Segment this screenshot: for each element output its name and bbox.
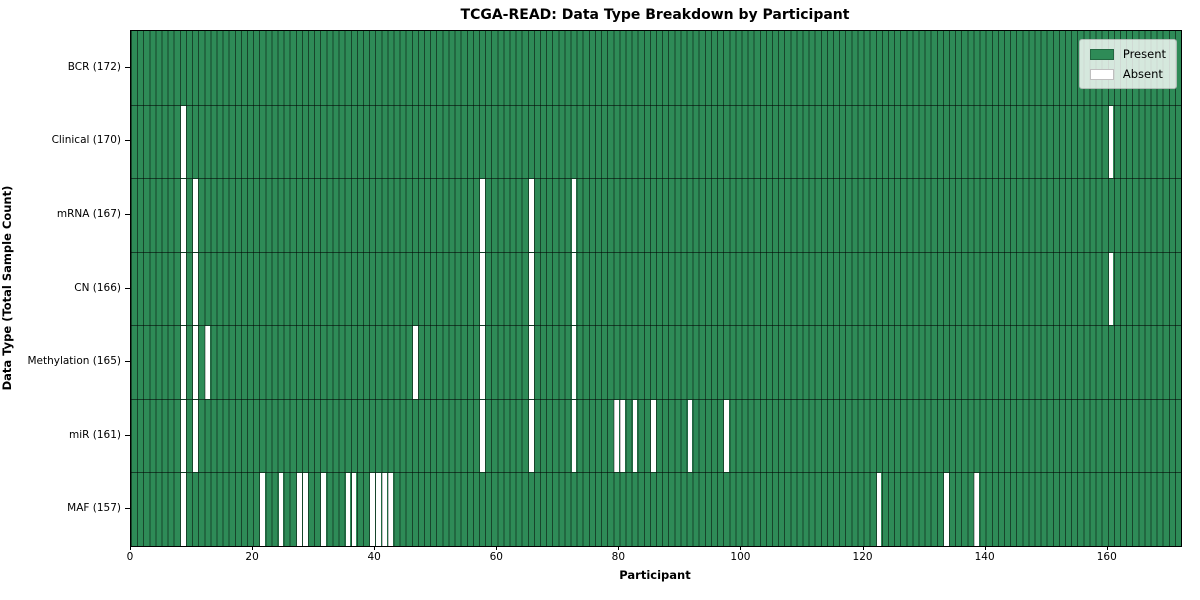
y-tick-mark: [125, 66, 130, 68]
absent-cell: [571, 252, 577, 326]
y-tick-label: BCR (172): [67, 60, 121, 73]
absent-cell: [620, 399, 626, 473]
absent-cell: [412, 326, 418, 399]
absent-cell: [724, 399, 729, 473]
absent-cell: [193, 399, 198, 473]
y-tick-mark: [125, 508, 130, 510]
absent-cell: [260, 473, 265, 546]
absent-cell: [614, 399, 619, 473]
absent-cell: [205, 326, 210, 399]
heatmap-row-mrna: [131, 178, 1181, 252]
y-tick-label: miR (161): [68, 428, 121, 441]
chart-title: TCGA-READ: Data Type Breakdown by Partic…: [460, 7, 850, 23]
heatmap-row-methylation: [131, 325, 1181, 399]
heatmap-row-cn: [131, 251, 1181, 326]
absent-swatch: [1089, 68, 1114, 80]
heatmap-row-clinical: [131, 104, 1181, 179]
legend-entry-present: Present: [1089, 47, 1166, 61]
x-tick-label: 20: [245, 551, 259, 563]
absent-cell: [571, 179, 577, 252]
heatmap-row-maf: [131, 472, 1181, 546]
absent-cell: [180, 252, 186, 326]
absent-cell: [876, 473, 882, 546]
x-tick-label: 120: [852, 551, 873, 563]
y-tick-mark: [125, 213, 130, 215]
absent-cell: [180, 179, 186, 252]
y-tick-label: CN (166): [74, 281, 121, 294]
absent-cell: [687, 399, 693, 473]
x-tick-label: 0: [126, 551, 134, 563]
absent-cell: [296, 473, 302, 546]
y-tick-mark: [125, 434, 130, 436]
x-tick-label: 60: [489, 551, 503, 563]
y-tick-mark: [125, 140, 130, 142]
absent-cell: [382, 473, 387, 546]
x-tick-label: 80: [611, 551, 626, 563]
legend-entry-absent: Absent: [1089, 67, 1166, 81]
legend: Present Absent: [1078, 39, 1177, 89]
absent-cell: [180, 473, 186, 546]
absent-cell: [479, 252, 485, 326]
heatmap-row-mir: [131, 398, 1181, 473]
absent-cell: [321, 473, 326, 546]
y-tick-label: Methylation (165): [27, 355, 121, 368]
plot-area: Present Absent: [130, 30, 1182, 547]
y-tick-mark: [125, 287, 130, 289]
absent-cell: [180, 105, 186, 179]
absent-cell: [193, 179, 198, 252]
absent-cell: [632, 399, 638, 473]
x-tick-mark: [130, 546, 131, 550]
absent-cell: [479, 326, 485, 399]
absent-cell: [180, 399, 186, 473]
absent-cell: [302, 473, 308, 546]
heatmap-rows: [131, 31, 1181, 546]
absent-cell: [351, 473, 357, 546]
absent-cell: [650, 399, 656, 473]
x-tick-mark: [496, 546, 498, 550]
absent-cell: [1108, 105, 1114, 179]
present-swatch: [1089, 48, 1114, 60]
x-tick-mark: [252, 546, 254, 550]
absent-cell: [571, 399, 577, 473]
absent-cell: [278, 473, 284, 546]
absent-cell: [345, 473, 351, 546]
absent-cell: [528, 179, 534, 252]
x-tick-mark: [862, 546, 864, 550]
y-tick-mark: [125, 361, 130, 363]
x-tick-label: 140: [974, 551, 995, 563]
legend-label-absent: Absent: [1122, 67, 1163, 81]
y-tick-label: mRNA (167): [56, 207, 121, 220]
x-tick-mark: [984, 546, 986, 550]
x-tick-mark: [1106, 546, 1108, 550]
absent-cell: [376, 473, 381, 546]
x-tick-mark: [374, 546, 376, 550]
absent-cell: [180, 326, 186, 399]
heatmap-row-bcr: [131, 31, 1181, 105]
y-tick-label: MAF (157): [67, 502, 121, 515]
absent-cell: [193, 252, 198, 326]
legend-label-present: Present: [1122, 47, 1166, 61]
absent-cell: [943, 473, 949, 546]
absent-cell: [193, 326, 198, 399]
absent-cell: [479, 179, 485, 252]
absent-cell: [974, 473, 980, 546]
absent-cell: [528, 399, 534, 473]
absent-cell: [370, 473, 375, 546]
y-tick-label: Clinical (170): [51, 134, 121, 147]
x-axis-title: Participant: [619, 568, 691, 582]
x-tick-label: 40: [367, 551, 381, 563]
x-tick-label: 100: [730, 551, 751, 563]
x-tick-label: 160: [1096, 551, 1117, 563]
absent-cell: [528, 326, 534, 399]
absent-cell: [479, 399, 485, 473]
absent-cell: [571, 326, 577, 399]
x-tick-mark: [618, 546, 620, 550]
absent-cell: [388, 473, 394, 546]
x-tick-mark: [740, 546, 742, 550]
absent-cell: [528, 252, 534, 326]
absent-cell: [1108, 252, 1114, 326]
